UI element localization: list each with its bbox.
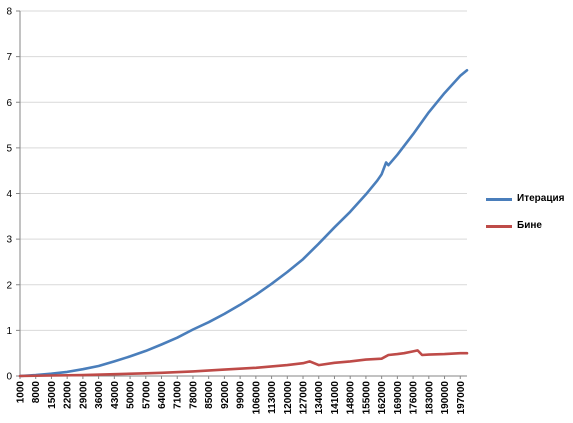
series-line-bine <box>18 349 469 378</box>
x-tick-label: 22000 <box>63 381 74 409</box>
x-tick-label: 92000 <box>220 381 231 409</box>
x-tick-label: 29000 <box>78 381 89 409</box>
x-tick-label: 1000 <box>16 381 27 404</box>
x-tick-label: 113000 <box>267 381 278 414</box>
x-tick-label: 50000 <box>126 381 137 409</box>
gridlines <box>20 10 467 377</box>
x-tick-label: 78000 <box>188 381 199 409</box>
x-tick-label: 197000 <box>456 381 467 415</box>
x-tick-label: 141000 <box>330 381 341 415</box>
y-tick-label: 0 <box>6 372 12 383</box>
x-tick-label: 106000 <box>251 381 262 415</box>
y-tick-label: 2 <box>6 280 12 291</box>
y-axis-ticks: 0 1 2 3 4 5 6 7 8 <box>6 7 20 383</box>
x-tick-label: 43000 <box>110 381 121 409</box>
x-tick-label: 127000 <box>299 381 310 415</box>
x-tick-label: 36000 <box>94 381 105 409</box>
y-tick-label: 4 <box>6 189 12 200</box>
series-lines <box>18 69 469 378</box>
series-line-iteracia <box>18 69 469 378</box>
x-tick-label: 190000 <box>440 381 451 415</box>
legend-label-bine: Бине <box>517 220 542 231</box>
y-tick-label: 8 <box>6 7 12 18</box>
x-tick-label: 64000 <box>157 381 168 409</box>
y-tick-label: 5 <box>6 143 12 154</box>
y-tick-label: 7 <box>6 52 12 63</box>
x-axis-ticks: 1000 8000 15000 22000 29000 36000 43000 50000 57… <box>16 376 467 414</box>
x-tick-label: 85000 <box>204 381 215 409</box>
y-tick-label: 6 <box>6 98 12 109</box>
legend-swatch-bine <box>486 225 512 228</box>
legend-label-iteracia: Итерация <box>517 193 565 204</box>
x-tick-label: 162000 <box>377 381 388 415</box>
x-tick-label: 8000 <box>31 381 42 404</box>
x-tick-label: 71000 <box>173 381 184 409</box>
x-tick-label: 155000 <box>361 381 372 415</box>
x-tick-label: 57000 <box>141 381 152 409</box>
x-tick-label: 148000 <box>346 381 357 415</box>
x-tick-label: 183000 <box>424 381 435 415</box>
y-tick-label: 3 <box>6 235 12 246</box>
x-tick-label: 99000 <box>236 381 247 409</box>
x-tick-label: 120000 <box>283 381 294 415</box>
x-tick-label: 15000 <box>47 381 58 409</box>
x-tick-label: 176000 <box>409 381 420 415</box>
x-tick-label: 134000 <box>314 381 325 415</box>
x-tick-label: 169000 <box>393 381 404 415</box>
y-tick-label: 1 <box>6 326 12 337</box>
legend-swatch-iteracia <box>486 198 512 201</box>
